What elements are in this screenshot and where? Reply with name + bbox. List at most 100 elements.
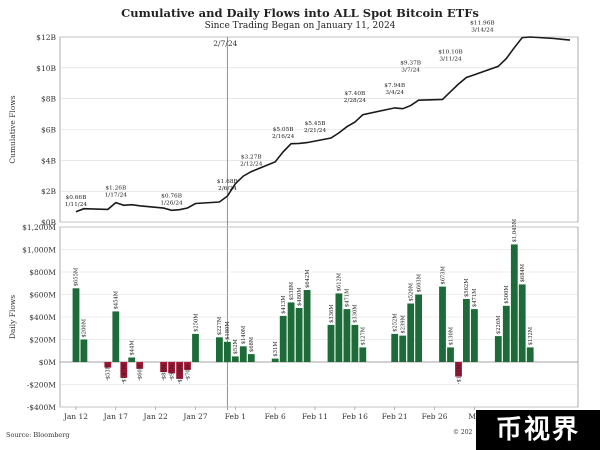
bar-data-label: $127M: [361, 326, 367, 345]
bar-data-label: -$135M: [456, 363, 462, 384]
bar-data-label: $68M: [249, 336, 255, 352]
chart-title: Cumulative and Daily Flows into ALL Spot…: [121, 6, 479, 20]
top-y-tick-label: $0B: [41, 218, 57, 227]
annotation-date: 2/28/24: [344, 98, 367, 104]
reference-line-label: 2/7/24: [213, 39, 237, 48]
bottom-y-tick-label: -$200M: [27, 381, 57, 390]
annotation-date: 2/21/24: [304, 128, 327, 134]
daily-flow-bar: [279, 315, 287, 362]
bar-data-label: -$95M: [169, 363, 175, 381]
annotation-value: $9.37B: [400, 61, 421, 67]
daily-flow-bar: [184, 362, 191, 370]
bar-data-label: $642M: [305, 269, 311, 288]
top-y-tick-label: $6B: [41, 126, 57, 135]
bar-data-label: $673M: [440, 265, 446, 284]
annotation-date: 2/6/24: [218, 186, 237, 192]
x-tick-label: Jan 12: [63, 412, 88, 421]
daily-flow-bar: [391, 333, 399, 362]
bar-data-label: $471M: [472, 288, 478, 307]
bar-data-label: -$53M: [106, 363, 112, 381]
daily-flow-bar: [518, 284, 526, 362]
daily-flow-bar: [112, 311, 120, 362]
x-tick-label: Jan 27: [182, 412, 207, 421]
x-tick-label: Feb 21: [382, 412, 408, 421]
source-note: Source: Bloomberg: [6, 431, 70, 439]
daily-flow-bar: [168, 362, 175, 374]
x-tick-label: Feb 1: [225, 412, 246, 421]
bottom-y-tick-label: $200M: [29, 336, 56, 345]
x-tick-label: Jan 22: [143, 412, 168, 421]
daily-flow-bar: [343, 309, 351, 362]
copyright-note: © 202: [453, 429, 473, 436]
annotation-date: 3/7/24: [401, 68, 420, 74]
daily-flow-bar: [415, 294, 422, 362]
top-y-tick-label: $8B: [41, 95, 57, 104]
annotation-value: $0.76B: [161, 193, 182, 199]
annotation-date: 1/26/24: [160, 200, 183, 206]
bar-data-label: $44M: [130, 340, 136, 356]
bottom-y-tick-label: $1,200M: [22, 223, 56, 232]
daily-flow-bar: [271, 358, 279, 362]
bar-data-label: $413M: [281, 295, 287, 314]
chart-subtitle: Since Trading Began on January 11, 2024: [204, 21, 396, 31]
annotation-value: $10.10B: [438, 49, 463, 55]
bar-data-label: -$147M: [122, 363, 128, 384]
top-y-tick-label: $4B: [41, 156, 57, 165]
bar-data-label: $684M: [520, 263, 526, 282]
x-tick-label: Feb 6: [265, 412, 286, 421]
daily-flow-bar: [231, 356, 239, 362]
daily-flow-bar: [327, 324, 335, 362]
daily-flow-bar: [494, 336, 502, 362]
daily-flows-chart: -$400M -$200M $0M $200M $400M $600M $800M $1,00…: [8, 218, 579, 421]
daily-flow-bar: [455, 362, 462, 377]
daily-flow-bar: [80, 339, 88, 362]
bar-data-label: $603M: [416, 273, 422, 292]
bar-data-label: $1,045M: [512, 218, 518, 242]
bottom-y-tick-label: -$400M: [27, 403, 57, 412]
daily-flow-bar: [407, 303, 415, 362]
daily-flow-bar: [216, 337, 223, 363]
bar-data-label: $180M: [225, 321, 231, 340]
bottom-y-tick-label: $800M: [29, 268, 56, 277]
bar-data-label: -$158M: [177, 363, 183, 384]
bar-data-label: $31M: [273, 341, 279, 357]
daily-flow-bar: [160, 362, 167, 373]
daily-flow-bar: [224, 341, 231, 363]
annotation-value: $7.94B: [384, 83, 405, 89]
bar-data-label: $330M: [353, 304, 359, 323]
bottom-y-tick-label: $400M: [29, 313, 56, 322]
annotation-value: $7.40B: [344, 91, 365, 97]
daily-flow-bar: [120, 362, 128, 378]
bar-data-label: -$60M: [138, 363, 144, 381]
bar-data-label: $52M: [233, 338, 239, 354]
daily-flow-bar: [399, 335, 407, 362]
x-tick-label: Feb 11: [302, 412, 328, 421]
daily-flow-bar: [463, 299, 470, 362]
annotation-date: 2/16/24: [272, 134, 295, 140]
bar-data-label: $471M: [345, 288, 351, 307]
daily-flow-bar: [359, 347, 367, 362]
bottom-y-axis-label: Daily Flows: [8, 295, 17, 339]
annotation-value: $5.05B: [273, 127, 294, 133]
daily-flow-bar: [176, 362, 183, 379]
bar-data-label: $200M: [82, 318, 88, 337]
top-y-tick-label: $12B: [36, 33, 56, 42]
bar-data-label: $454M: [114, 290, 120, 309]
bar-data-label: -$70M: [185, 363, 191, 381]
daily-flow-bar: [192, 333, 199, 362]
bar-data-label: $655M: [74, 267, 80, 286]
annotation-date: 3/14/24: [471, 28, 494, 34]
daily-flow-bar: [471, 309, 478, 362]
bar-data-label: $520M: [408, 282, 414, 301]
daily-flow-bar: [351, 324, 359, 362]
daily-flow-bar: [72, 288, 80, 362]
bottom-y-tick-label: $0M: [39, 358, 57, 367]
annotation-date: 3/4/24: [385, 90, 404, 96]
daily-flow-bar: [136, 362, 144, 369]
bar-data-label: $250M: [193, 313, 199, 332]
bar-data-label: $562M: [464, 278, 470, 297]
annotation-date: 2/12/24: [240, 162, 263, 168]
bar-data-label: $538M: [289, 281, 295, 300]
